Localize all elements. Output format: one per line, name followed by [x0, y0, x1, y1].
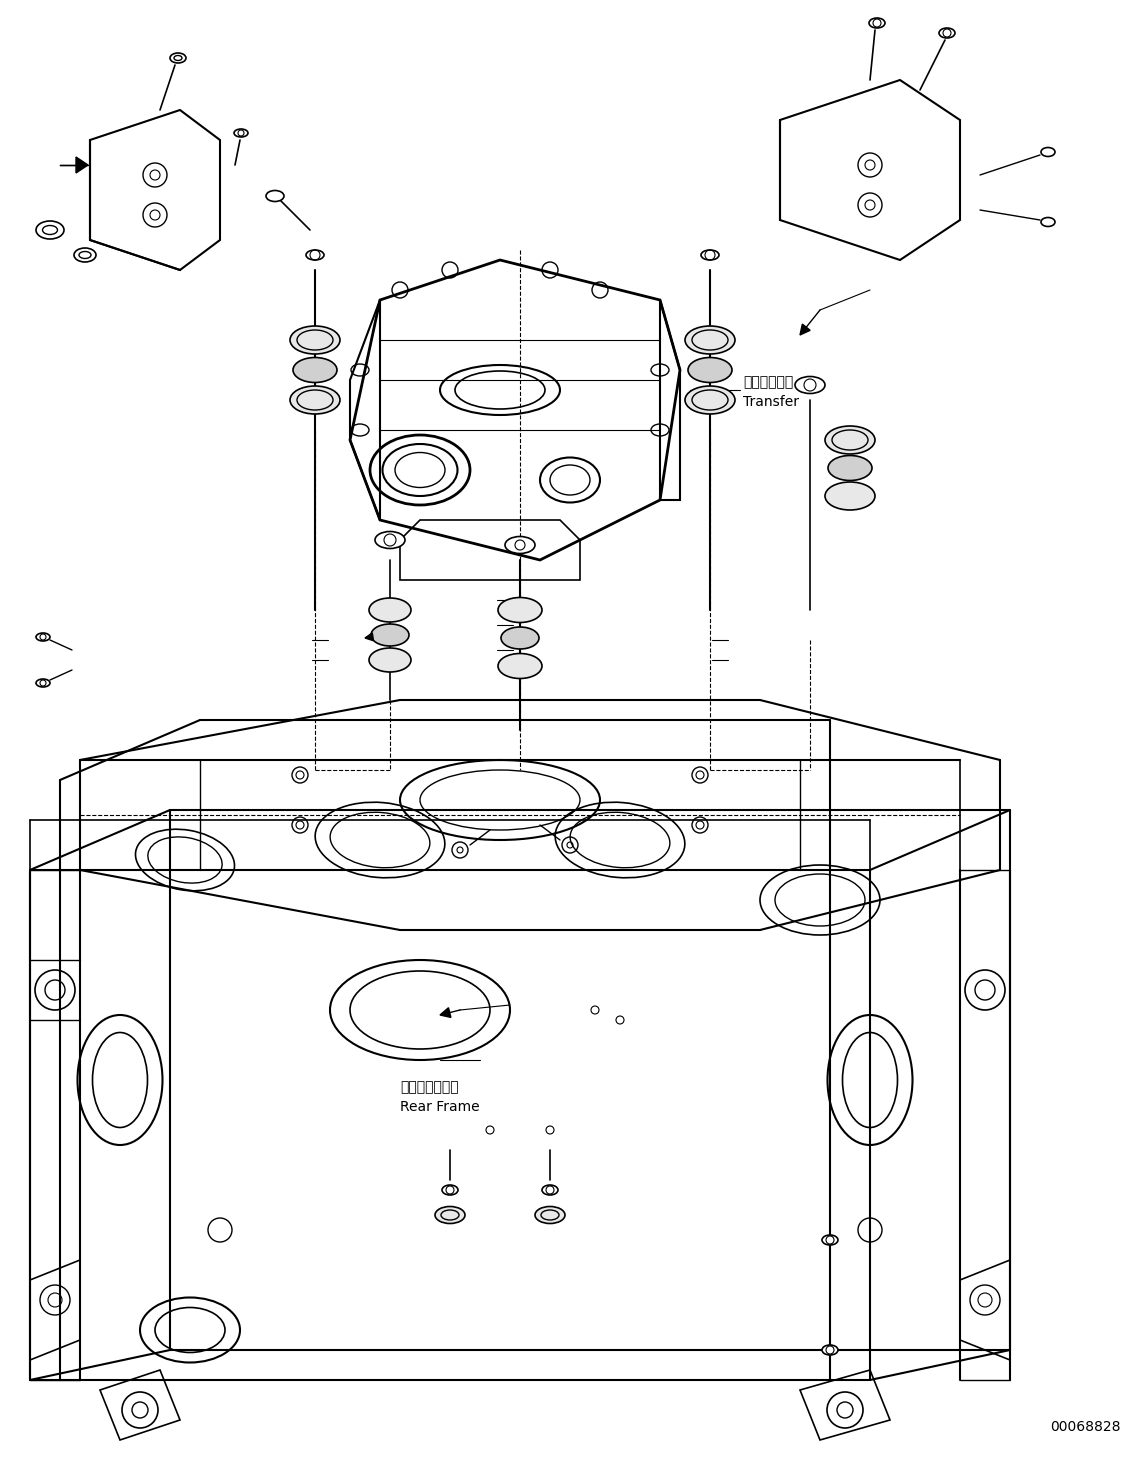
Ellipse shape: [442, 1185, 458, 1195]
Ellipse shape: [828, 455, 872, 480]
Ellipse shape: [535, 1207, 565, 1224]
Polygon shape: [76, 158, 88, 174]
Ellipse shape: [369, 648, 411, 673]
Ellipse shape: [869, 18, 885, 28]
Ellipse shape: [825, 426, 875, 454]
Ellipse shape: [795, 376, 825, 394]
Ellipse shape: [266, 191, 284, 201]
Ellipse shape: [371, 624, 408, 646]
Polygon shape: [365, 633, 373, 641]
Ellipse shape: [1041, 147, 1055, 156]
Ellipse shape: [37, 678, 50, 687]
Ellipse shape: [685, 325, 735, 355]
Ellipse shape: [234, 128, 248, 137]
Ellipse shape: [939, 28, 955, 38]
Ellipse shape: [497, 598, 542, 623]
Ellipse shape: [170, 53, 186, 63]
Ellipse shape: [435, 1207, 466, 1224]
Ellipse shape: [685, 387, 735, 414]
Ellipse shape: [542, 1185, 558, 1195]
Text: Rear Frame: Rear Frame: [400, 1100, 479, 1115]
Ellipse shape: [1041, 217, 1055, 226]
Text: トランスファ: トランスファ: [743, 375, 793, 390]
Ellipse shape: [501, 627, 539, 649]
Ellipse shape: [822, 1234, 837, 1245]
Ellipse shape: [290, 387, 340, 414]
Ellipse shape: [293, 357, 337, 382]
Ellipse shape: [74, 248, 96, 263]
Polygon shape: [800, 324, 810, 336]
Ellipse shape: [497, 654, 542, 678]
Ellipse shape: [688, 357, 733, 382]
Ellipse shape: [369, 598, 411, 622]
Ellipse shape: [290, 325, 340, 355]
Text: リヤーフレーム: リヤーフレーム: [400, 1080, 459, 1094]
Ellipse shape: [822, 1345, 837, 1355]
Ellipse shape: [701, 249, 719, 260]
Text: 00068828: 00068828: [1050, 1420, 1120, 1434]
Ellipse shape: [375, 531, 405, 549]
Text: Transfer: Transfer: [743, 395, 799, 409]
Ellipse shape: [505, 537, 535, 553]
Ellipse shape: [37, 220, 64, 239]
Ellipse shape: [306, 249, 324, 260]
Polygon shape: [440, 1008, 451, 1017]
Ellipse shape: [825, 481, 875, 511]
Ellipse shape: [37, 633, 50, 641]
